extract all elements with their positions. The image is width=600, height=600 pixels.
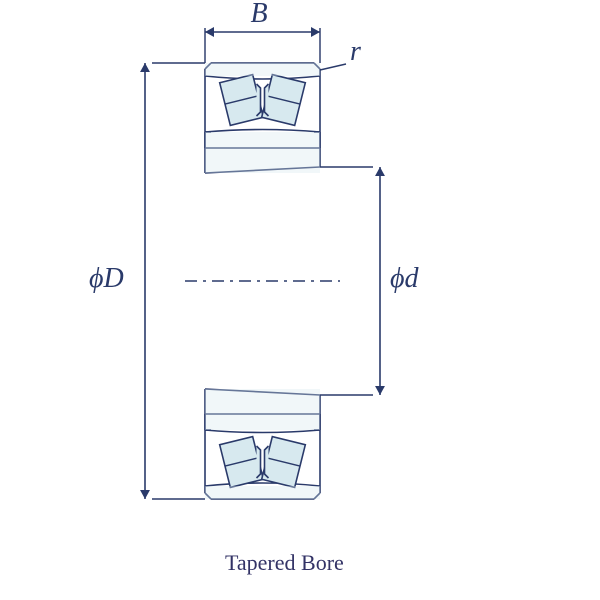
label-phiD: ϕD — [89, 263, 124, 295]
diagram-canvas: B r ϕD ϕd Tapered Bore — [0, 0, 600, 600]
caption: Tapered Bore — [225, 550, 344, 576]
diagram-svg — [0, 0, 600, 600]
label-r: r — [350, 36, 361, 68]
label-phid: ϕd — [390, 263, 419, 295]
label-B: B — [251, 0, 268, 30]
